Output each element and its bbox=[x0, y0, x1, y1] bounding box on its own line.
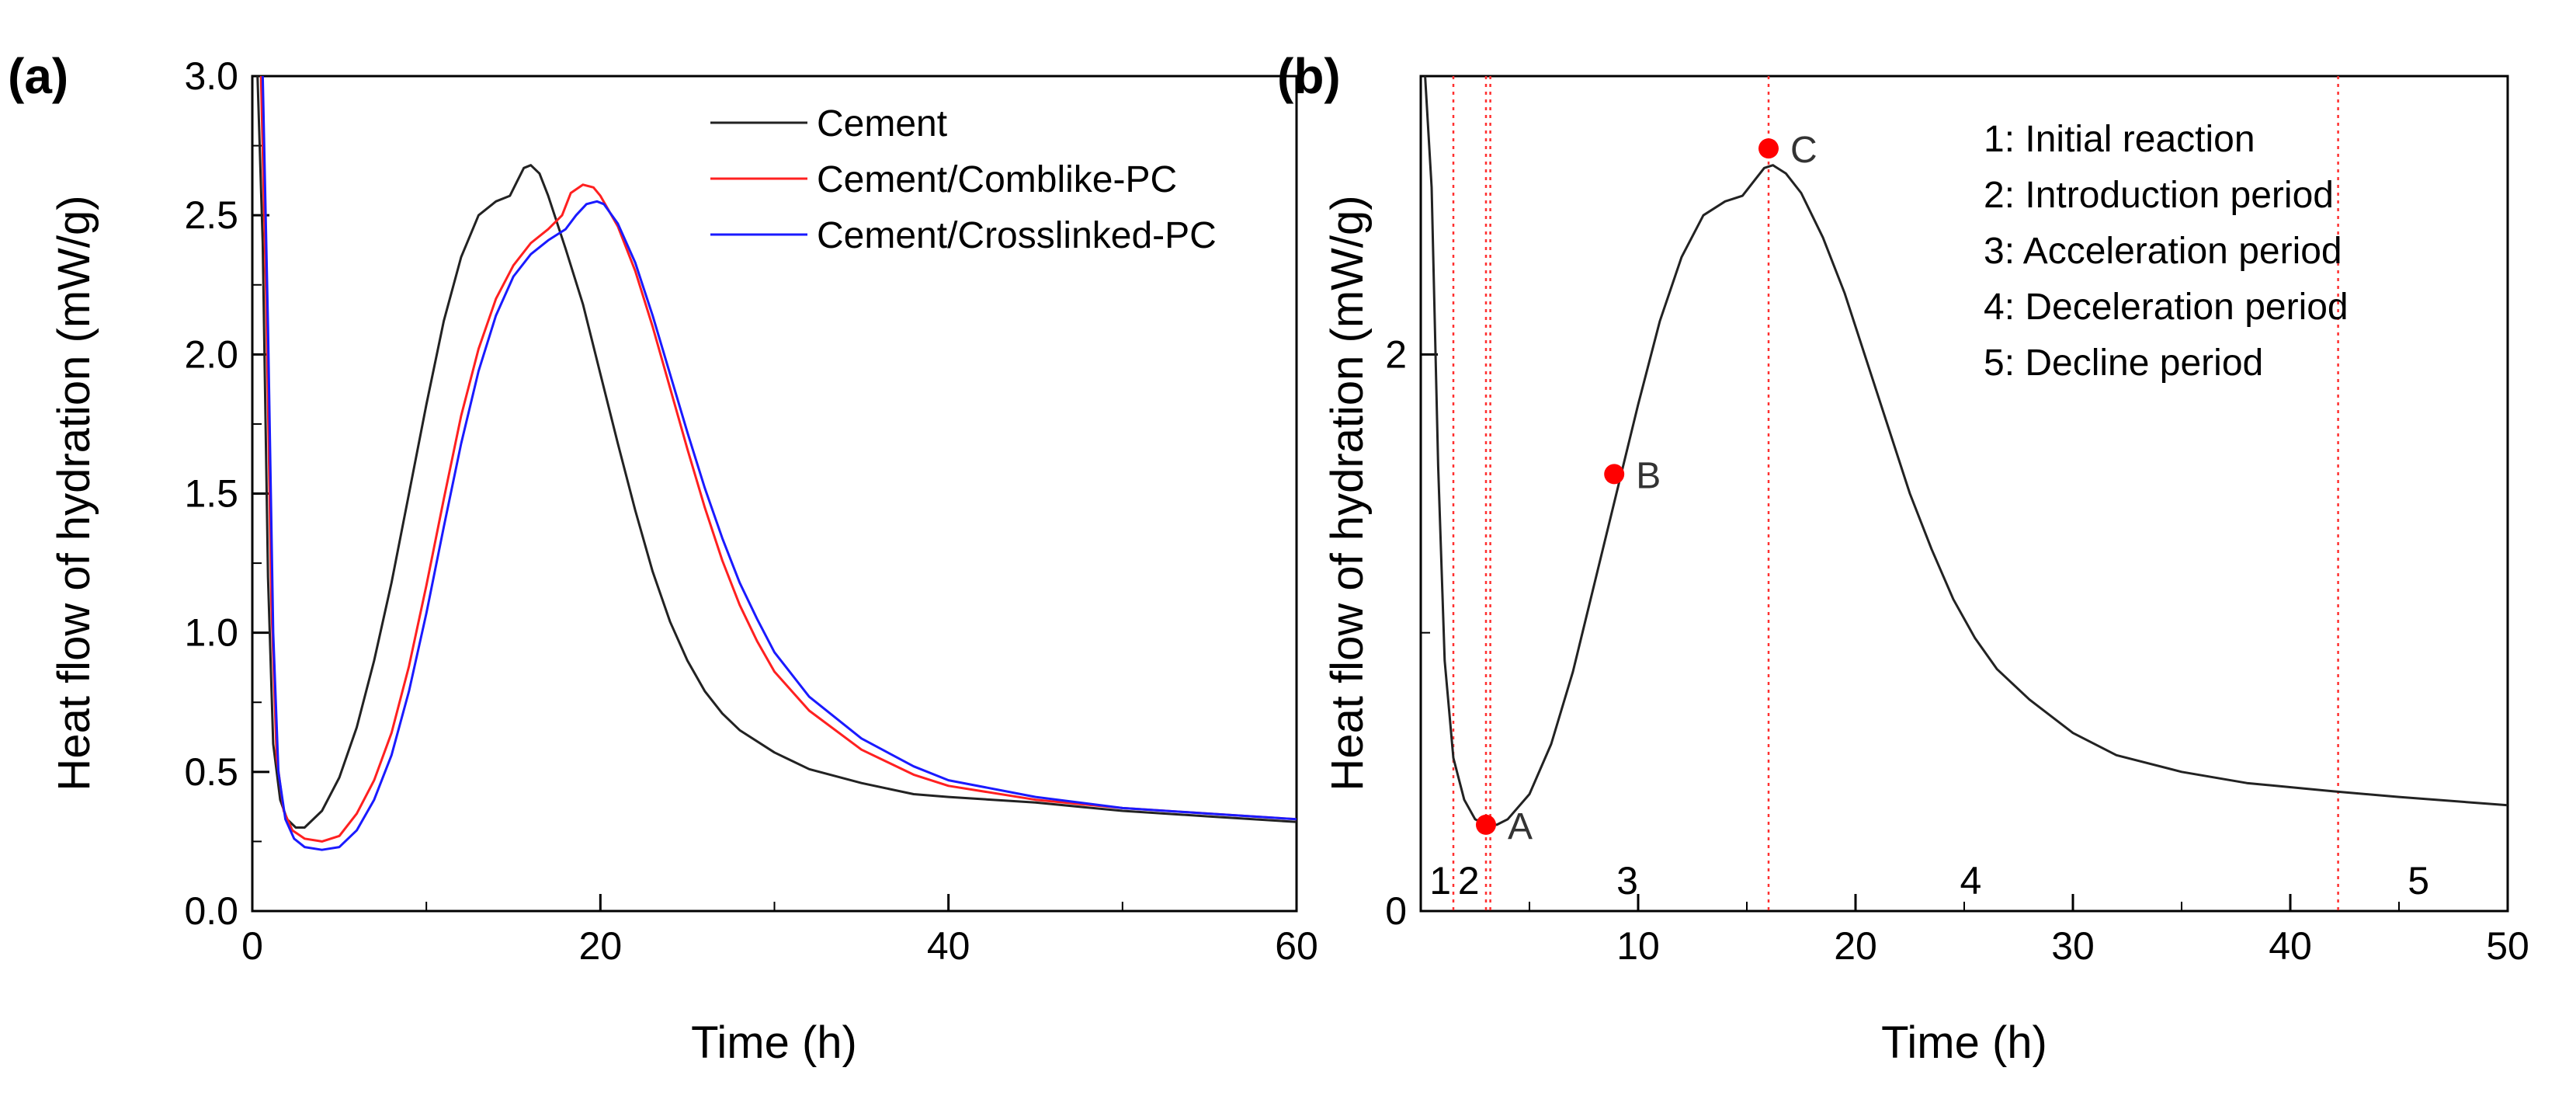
legend-label-crosslinked: Cement/Crosslinked-PC bbox=[817, 215, 1217, 256]
panel-a-series-group bbox=[256, 76, 1297, 851]
panel-b-x-tick-label: 20 bbox=[1834, 924, 1877, 968]
panel-a-y-tick-label: 3.0 bbox=[184, 54, 238, 98]
period-annotation-list: 1: Initial reaction 2: Introduction perio… bbox=[1984, 119, 2349, 384]
marker-point-a bbox=[1476, 814, 1496, 835]
panel-a-x-tick-label: 60 bbox=[1275, 924, 1318, 968]
panel-a-y-tick-label: 0.0 bbox=[184, 889, 238, 933]
period-region-label: 4 bbox=[1960, 859, 1981, 903]
marker-label-a: A bbox=[1508, 806, 1533, 847]
panel-b-y-tick-label: 0 bbox=[1385, 889, 1407, 933]
panel-a-x-tick-label: 20 bbox=[579, 924, 623, 968]
panel-a-label: (a) bbox=[8, 48, 68, 104]
marker-point-c bbox=[1758, 138, 1779, 159]
panel-b-y-tick-label: 2 bbox=[1385, 332, 1407, 376]
series-line-cement-b bbox=[1424, 76, 2508, 826]
period-region-label: 5 bbox=[2408, 859, 2429, 903]
period-annotation-item: 5: Decline period bbox=[1984, 343, 2263, 384]
panel-b-markers: A B C bbox=[1476, 130, 1817, 847]
panel-b-tick-labels: 10 20 30 40 50 0 2 bbox=[1385, 332, 2529, 968]
series-line-cement-crosslinked-pc bbox=[261, 76, 1297, 851]
panel-b-x-tick-label: 10 bbox=[1616, 924, 1660, 968]
panel-b-ticks bbox=[1421, 353, 2509, 913]
panel-a-y-tick-label: 1.5 bbox=[184, 472, 238, 516]
panel-a-x-axis-title: Time (h) bbox=[691, 1017, 857, 1068]
panel-b-axes-frame bbox=[1419, 75, 2509, 913]
marker-point-b bbox=[1604, 464, 1625, 485]
panel-b-x-tick-label: 50 bbox=[2486, 924, 2529, 968]
panel-a: (a) 0 20 40 60 0.0 0.5 1.0 1.5 2.0 2.5 3.0 Time (h… bbox=[8, 48, 1318, 1068]
panel-a-x-tick-label: 40 bbox=[927, 924, 970, 968]
panel-a-y-axis-title: Heat flow of hydration (mW/g) bbox=[49, 195, 99, 791]
legend-label-cement: Cement bbox=[817, 103, 947, 144]
panel-a-y-tick-label: 2.5 bbox=[184, 193, 238, 237]
marker-label-c: C bbox=[1790, 130, 1817, 171]
panel-b-x-axis-title: Time (h) bbox=[1881, 1017, 2047, 1068]
panel-b-label: (b) bbox=[1277, 48, 1341, 104]
period-annotation-item: 3: Acceleration period bbox=[1984, 231, 2342, 272]
period-annotation-item: 4: Deceleration period bbox=[1984, 287, 2349, 328]
period-region-label: 1 bbox=[1429, 859, 1451, 903]
panel-a-plot-area bbox=[256, 76, 1297, 851]
legend: Cement Cement/Comblike-PC Cement/Crossli… bbox=[710, 103, 1217, 256]
legend-label-comblike: Cement/Comblike-PC bbox=[817, 159, 1177, 200]
period-annotation-item: 2: Introduction period bbox=[1984, 175, 2334, 216]
panel-a-y-tick-label: 1.0 bbox=[184, 611, 238, 655]
panel-a-tick-labels: 0 20 40 60 0.0 0.5 1.0 1.5 2.0 2.5 3.0 bbox=[184, 54, 1318, 968]
series-line-cement bbox=[256, 76, 1297, 829]
panel-a-y-tick-label: 0.5 bbox=[184, 750, 238, 794]
period-annotation-item: 1: Initial reaction bbox=[1984, 119, 2255, 160]
panel-b-x-tick-label: 30 bbox=[2051, 924, 2095, 968]
panel-b-series-group bbox=[1424, 76, 2508, 826]
series-line-cement-comblike-pc bbox=[259, 76, 1297, 843]
marker-label-b: B bbox=[1636, 455, 1661, 496]
panel-a-x-tick-label: 0 bbox=[241, 924, 263, 968]
panel-b-x-tick-label: 40 bbox=[2269, 924, 2312, 968]
panel-a-y-tick-label: 2.0 bbox=[184, 332, 238, 376]
period-region-label: 3 bbox=[1616, 859, 1638, 903]
period-region-label: 2 bbox=[1458, 859, 1480, 903]
panel-b-y-axis-title: Heat flow of hydration (mW/g) bbox=[1322, 195, 1373, 791]
